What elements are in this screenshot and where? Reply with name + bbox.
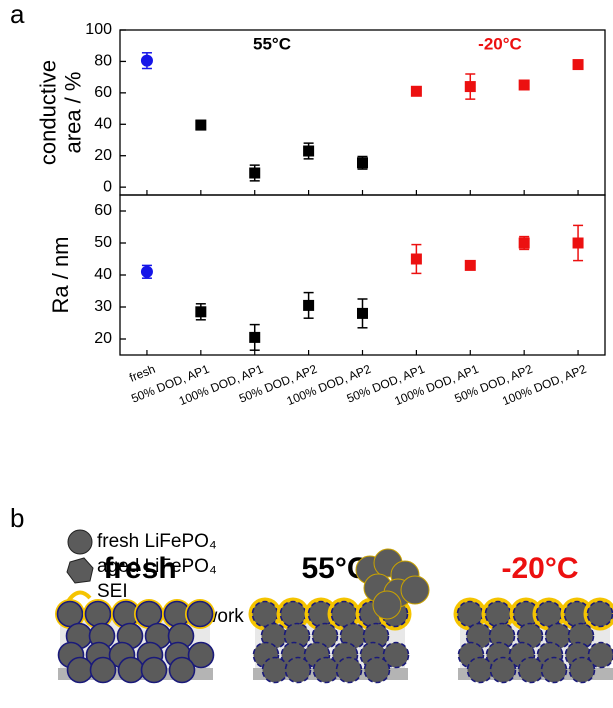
y-tick-label: 60	[94, 202, 112, 219]
particle	[279, 600, 307, 628]
y-tick-label: 80	[94, 53, 112, 70]
panel-label: b	[10, 503, 24, 533]
y-tick-label: 20	[94, 330, 112, 347]
y-axis-label: conductive	[35, 60, 60, 165]
data-point	[464, 259, 476, 271]
data-point	[303, 145, 315, 157]
y-tick-label: 30	[94, 298, 112, 315]
particle	[363, 656, 391, 684]
particle	[140, 656, 168, 684]
y-tick-label: 40	[94, 266, 112, 283]
legend-label: SEI	[97, 581, 128, 602]
particle	[186, 600, 214, 628]
data-point	[518, 237, 530, 249]
y-tick-label: 60	[94, 84, 112, 101]
aged-particle-cluster	[372, 590, 402, 620]
particle	[517, 656, 545, 684]
particle	[489, 656, 517, 684]
y-tick-label: 20	[94, 147, 112, 164]
legend-label: fresh LiFePO₄	[97, 531, 217, 552]
data-point	[195, 119, 207, 131]
particle	[66, 656, 94, 684]
particle	[312, 656, 340, 684]
particle	[568, 656, 596, 684]
annotation: 55°C	[253, 34, 291, 53]
particle	[382, 641, 410, 669]
data-point	[464, 81, 476, 93]
legend-label: aged LiFePO₄	[97, 556, 217, 577]
legend-icon	[67, 529, 93, 555]
plot-frame	[119, 29, 606, 196]
annotation: -20°C	[478, 34, 522, 53]
y-tick-label: 40	[94, 116, 112, 133]
data-point	[518, 79, 530, 91]
aged-particle-cluster	[400, 575, 430, 605]
y-tick-label: 50	[94, 234, 112, 251]
diagram-label: -20°C	[501, 552, 578, 585]
panel-label: a	[10, 0, 25, 29]
data-point	[410, 85, 422, 97]
particle	[284, 656, 312, 684]
data-point	[140, 54, 153, 67]
particle	[117, 656, 145, 684]
data-point	[357, 307, 368, 319]
y-axis-label: area / %	[60, 72, 85, 154]
x-tick-label: fresh	[127, 362, 157, 385]
particle	[586, 600, 613, 628]
particle	[84, 600, 112, 628]
data-point	[410, 253, 422, 265]
data-point	[572, 59, 584, 71]
data-point	[249, 167, 261, 179]
data-point	[195, 306, 207, 318]
data-point	[249, 331, 261, 343]
y-axis-label: Ra / nm	[48, 236, 73, 313]
particle	[187, 641, 215, 669]
data-point	[303, 299, 315, 311]
particle	[484, 600, 512, 628]
plot-frame	[119, 194, 606, 356]
data-point	[357, 157, 368, 169]
data-point	[572, 237, 584, 249]
particle	[587, 641, 613, 669]
legend-icon	[66, 557, 94, 584]
particle	[540, 656, 568, 684]
diagram-label: fresh	[103, 552, 176, 585]
particle	[89, 656, 117, 684]
particle	[261, 656, 289, 684]
particle	[168, 656, 196, 684]
data-point	[140, 265, 153, 278]
particle	[466, 656, 494, 684]
particle	[335, 656, 363, 684]
y-tick-label: 100	[85, 21, 112, 38]
y-tick-label: 0	[103, 178, 112, 195]
